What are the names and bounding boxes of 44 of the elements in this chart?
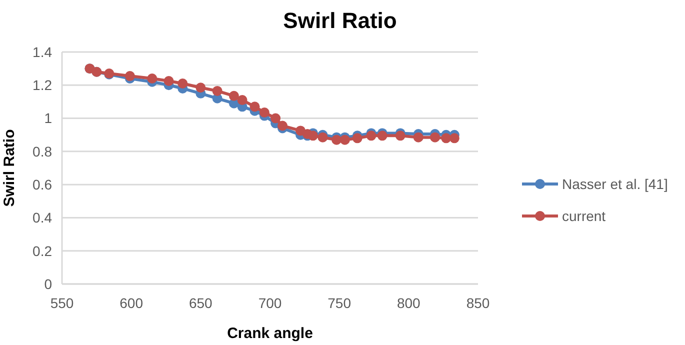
point — [318, 132, 328, 142]
point — [164, 76, 174, 86]
y-tick-label: 0 — [44, 276, 52, 292]
y-tick-label: 1.4 — [32, 44, 52, 60]
point — [147, 74, 158, 84]
point — [259, 107, 270, 118]
point — [441, 133, 452, 144]
point — [449, 133, 460, 144]
point — [277, 120, 288, 131]
x-axis-title: Crank angle — [227, 325, 313, 342]
x-tick-label: 700 — [258, 295, 282, 311]
y-tick-label: 0.8 — [32, 143, 52, 160]
point — [196, 82, 206, 93]
x-tick-label: 800 — [396, 295, 421, 311]
point — [237, 95, 248, 106]
point — [352, 133, 362, 144]
point — [377, 130, 388, 141]
x-tick-label: 650 — [188, 295, 213, 311]
point — [340, 134, 350, 145]
point — [178, 78, 188, 88]
x-tick-label: 850 — [466, 295, 490, 311]
chart-title: Swirl Ratio — [283, 8, 397, 33]
y-tick-label: 0.4 — [32, 210, 52, 226]
point — [228, 90, 239, 101]
point — [212, 86, 222, 96]
x-tick-label: 600 — [120, 295, 144, 311]
y-tick-label: 0.6 — [32, 176, 52, 192]
x-tick-label: 750 — [328, 295, 352, 311]
point — [124, 71, 135, 82]
y-axis-title: Swirl Ratio — [1, 129, 18, 207]
point — [308, 130, 318, 141]
x-tick-label: 550 — [50, 295, 74, 311]
legend-label: Nasser et al. [41] — [562, 176, 668, 192]
point — [332, 134, 342, 145]
y-tick-label: 1 — [44, 110, 52, 126]
point — [250, 102, 260, 112]
point — [413, 132, 424, 142]
y-tick-label: 0.2 — [32, 242, 52, 259]
legend-label: current — [562, 208, 606, 224]
point — [366, 130, 376, 141]
point — [270, 113, 281, 124]
point — [430, 132, 440, 142]
point — [395, 130, 406, 141]
y-tick-label: 1.2 — [32, 77, 52, 94]
